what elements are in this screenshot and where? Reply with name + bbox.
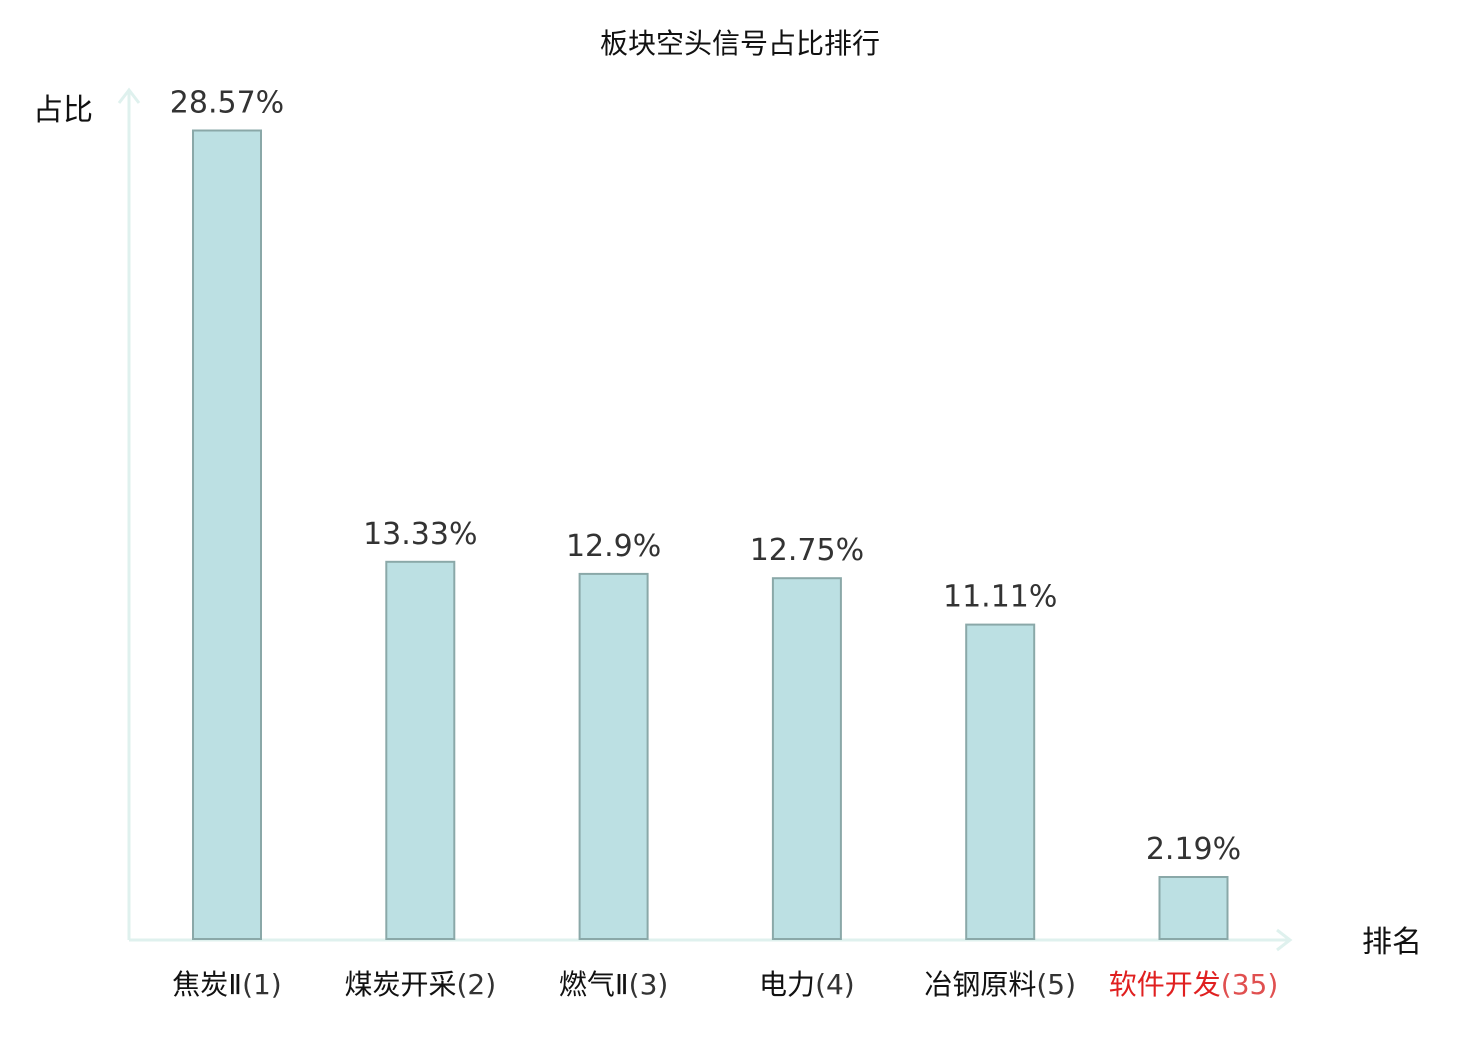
category-label: 冶钢原料(5) <box>924 968 1076 1001</box>
category-rank: (4) <box>815 968 855 1001</box>
bar-value-label: 2.19% <box>1146 832 1241 867</box>
category-rank: (1) <box>242 968 282 1001</box>
category-label: 焦炭Ⅱ(1) <box>172 968 281 1001</box>
bar <box>192 129 262 940</box>
bar <box>771 577 842 940</box>
bar <box>965 623 1036 940</box>
bar <box>385 560 456 940</box>
chart-title: 板块空头信号占比排行 <box>600 27 880 60</box>
bar <box>578 572 649 941</box>
y-axis-arrow-icon <box>117 87 141 104</box>
x-axis <box>129 928 1293 952</box>
x-axis-arrow-icon <box>1276 928 1293 952</box>
category-name: 煤炭开采 <box>344 968 456 1001</box>
value-labels: 28.57% 13.33% 12.9% 12.75% 11.11% 2.19% <box>170 86 1241 868</box>
y-axis <box>117 87 141 940</box>
category-label: 电力(4) <box>759 968 855 1001</box>
category-name: 电力 <box>759 968 815 1001</box>
bars <box>192 129 1229 941</box>
category-rank: (2) <box>456 968 496 1001</box>
category-name: 软件开发 <box>1109 968 1221 1001</box>
bar-value-label: 13.33% <box>363 517 477 552</box>
bar-value-label: 11.11% <box>943 580 1057 615</box>
category-name: 冶钢原料 <box>924 968 1036 1001</box>
category-rank: (3) <box>629 968 669 1001</box>
category-name: 燃气Ⅱ <box>559 968 629 1001</box>
y-axis-label: 占比 <box>33 93 93 128</box>
x-axis-label: 排名 <box>1362 925 1422 960</box>
category-label: 燃气Ⅱ(3) <box>559 968 668 1001</box>
category-rank: (5) <box>1036 968 1076 1001</box>
bar-value-label: 12.9% <box>566 529 661 564</box>
category-label: 软件开发(35) <box>1109 968 1279 1001</box>
category-name: 焦炭Ⅱ <box>172 968 242 1001</box>
category-rank: (35) <box>1221 968 1278 1001</box>
bar-value-label: 12.75% <box>750 533 864 568</box>
bar <box>1158 876 1229 940</box>
category-label: 煤炭开采(2) <box>344 968 496 1001</box>
bar-value-label: 28.57% <box>170 86 284 121</box>
category-labels: 焦炭Ⅱ(1) 煤炭开采(2) 燃气Ⅱ(3) 电力(4) 冶钢原料(5) 软件开发(35) <box>172 968 1278 1001</box>
